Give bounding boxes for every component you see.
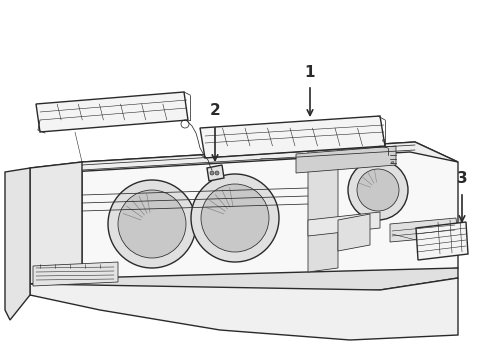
Polygon shape [308,212,380,236]
Circle shape [191,174,279,262]
Circle shape [201,184,269,252]
Circle shape [357,169,399,211]
Polygon shape [30,142,458,172]
Text: 1: 1 [305,65,315,80]
Polygon shape [36,92,188,132]
Circle shape [215,171,219,175]
Polygon shape [30,278,458,340]
Polygon shape [207,165,224,181]
Polygon shape [30,162,82,284]
Polygon shape [390,218,458,242]
Polygon shape [338,214,370,251]
Polygon shape [33,262,118,286]
Polygon shape [30,268,458,295]
Circle shape [348,160,408,220]
Polygon shape [200,116,385,158]
Text: 2: 2 [210,103,220,118]
Polygon shape [296,146,396,173]
Polygon shape [308,142,338,272]
Polygon shape [82,142,458,278]
Text: e: e [391,159,393,165]
Polygon shape [416,222,468,260]
Text: 3: 3 [457,171,467,186]
Polygon shape [5,168,30,320]
Circle shape [210,171,214,175]
Circle shape [108,180,196,268]
Circle shape [118,190,186,258]
Text: e: e [382,138,385,143]
